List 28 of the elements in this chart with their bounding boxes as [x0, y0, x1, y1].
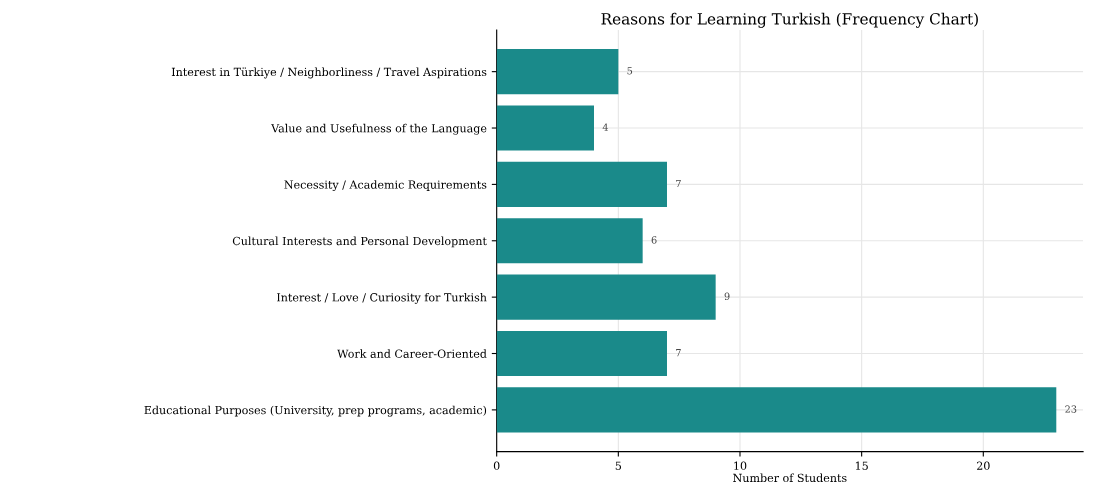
y-tick-label: Educational Purposes (University, prep programs, academic)	[144, 405, 487, 417]
x-tick-label: 10	[734, 461, 747, 470]
x-tick-label: 5	[615, 461, 622, 470]
y-tick-label: Necessity / Academic Requirements	[284, 180, 487, 192]
y-tick-label: Cultural Interests and Personal Development	[232, 236, 487, 248]
data-label: 4	[602, 123, 609, 131]
y-tick-label: Interest in Türkiye / Neighborliness / Travel Aspirations	[171, 67, 487, 79]
x-axis-title: Number of Students	[733, 473, 847, 483]
bar	[496, 49, 619, 95]
y-tick-label: Value and Usefulness of the Language	[271, 123, 487, 135]
data-label: 5	[627, 67, 633, 75]
bar	[496, 218, 643, 264]
data-label: 9	[724, 292, 730, 300]
bar	[496, 105, 594, 151]
data-label: 7	[676, 349, 681, 357]
bar	[496, 387, 1057, 433]
chart-title: Reasons for Learning Turkish (Frequency Chart)	[601, 12, 978, 28]
x-tick-label: 20	[976, 461, 990, 470]
bar	[496, 330, 667, 377]
x-tick-label: 0	[493, 461, 500, 470]
y-tick-label: Work and Career-Oriented	[337, 349, 487, 358]
x-tick-label: 15	[855, 461, 868, 470]
bar	[496, 274, 716, 320]
data-label: 7	[676, 179, 681, 188]
y-tick-label: Interest / Love / Curiosity for Turkish	[276, 292, 487, 304]
data-label: 23	[1065, 405, 1077, 413]
bar	[496, 161, 667, 207]
data-label: 6	[651, 236, 657, 244]
